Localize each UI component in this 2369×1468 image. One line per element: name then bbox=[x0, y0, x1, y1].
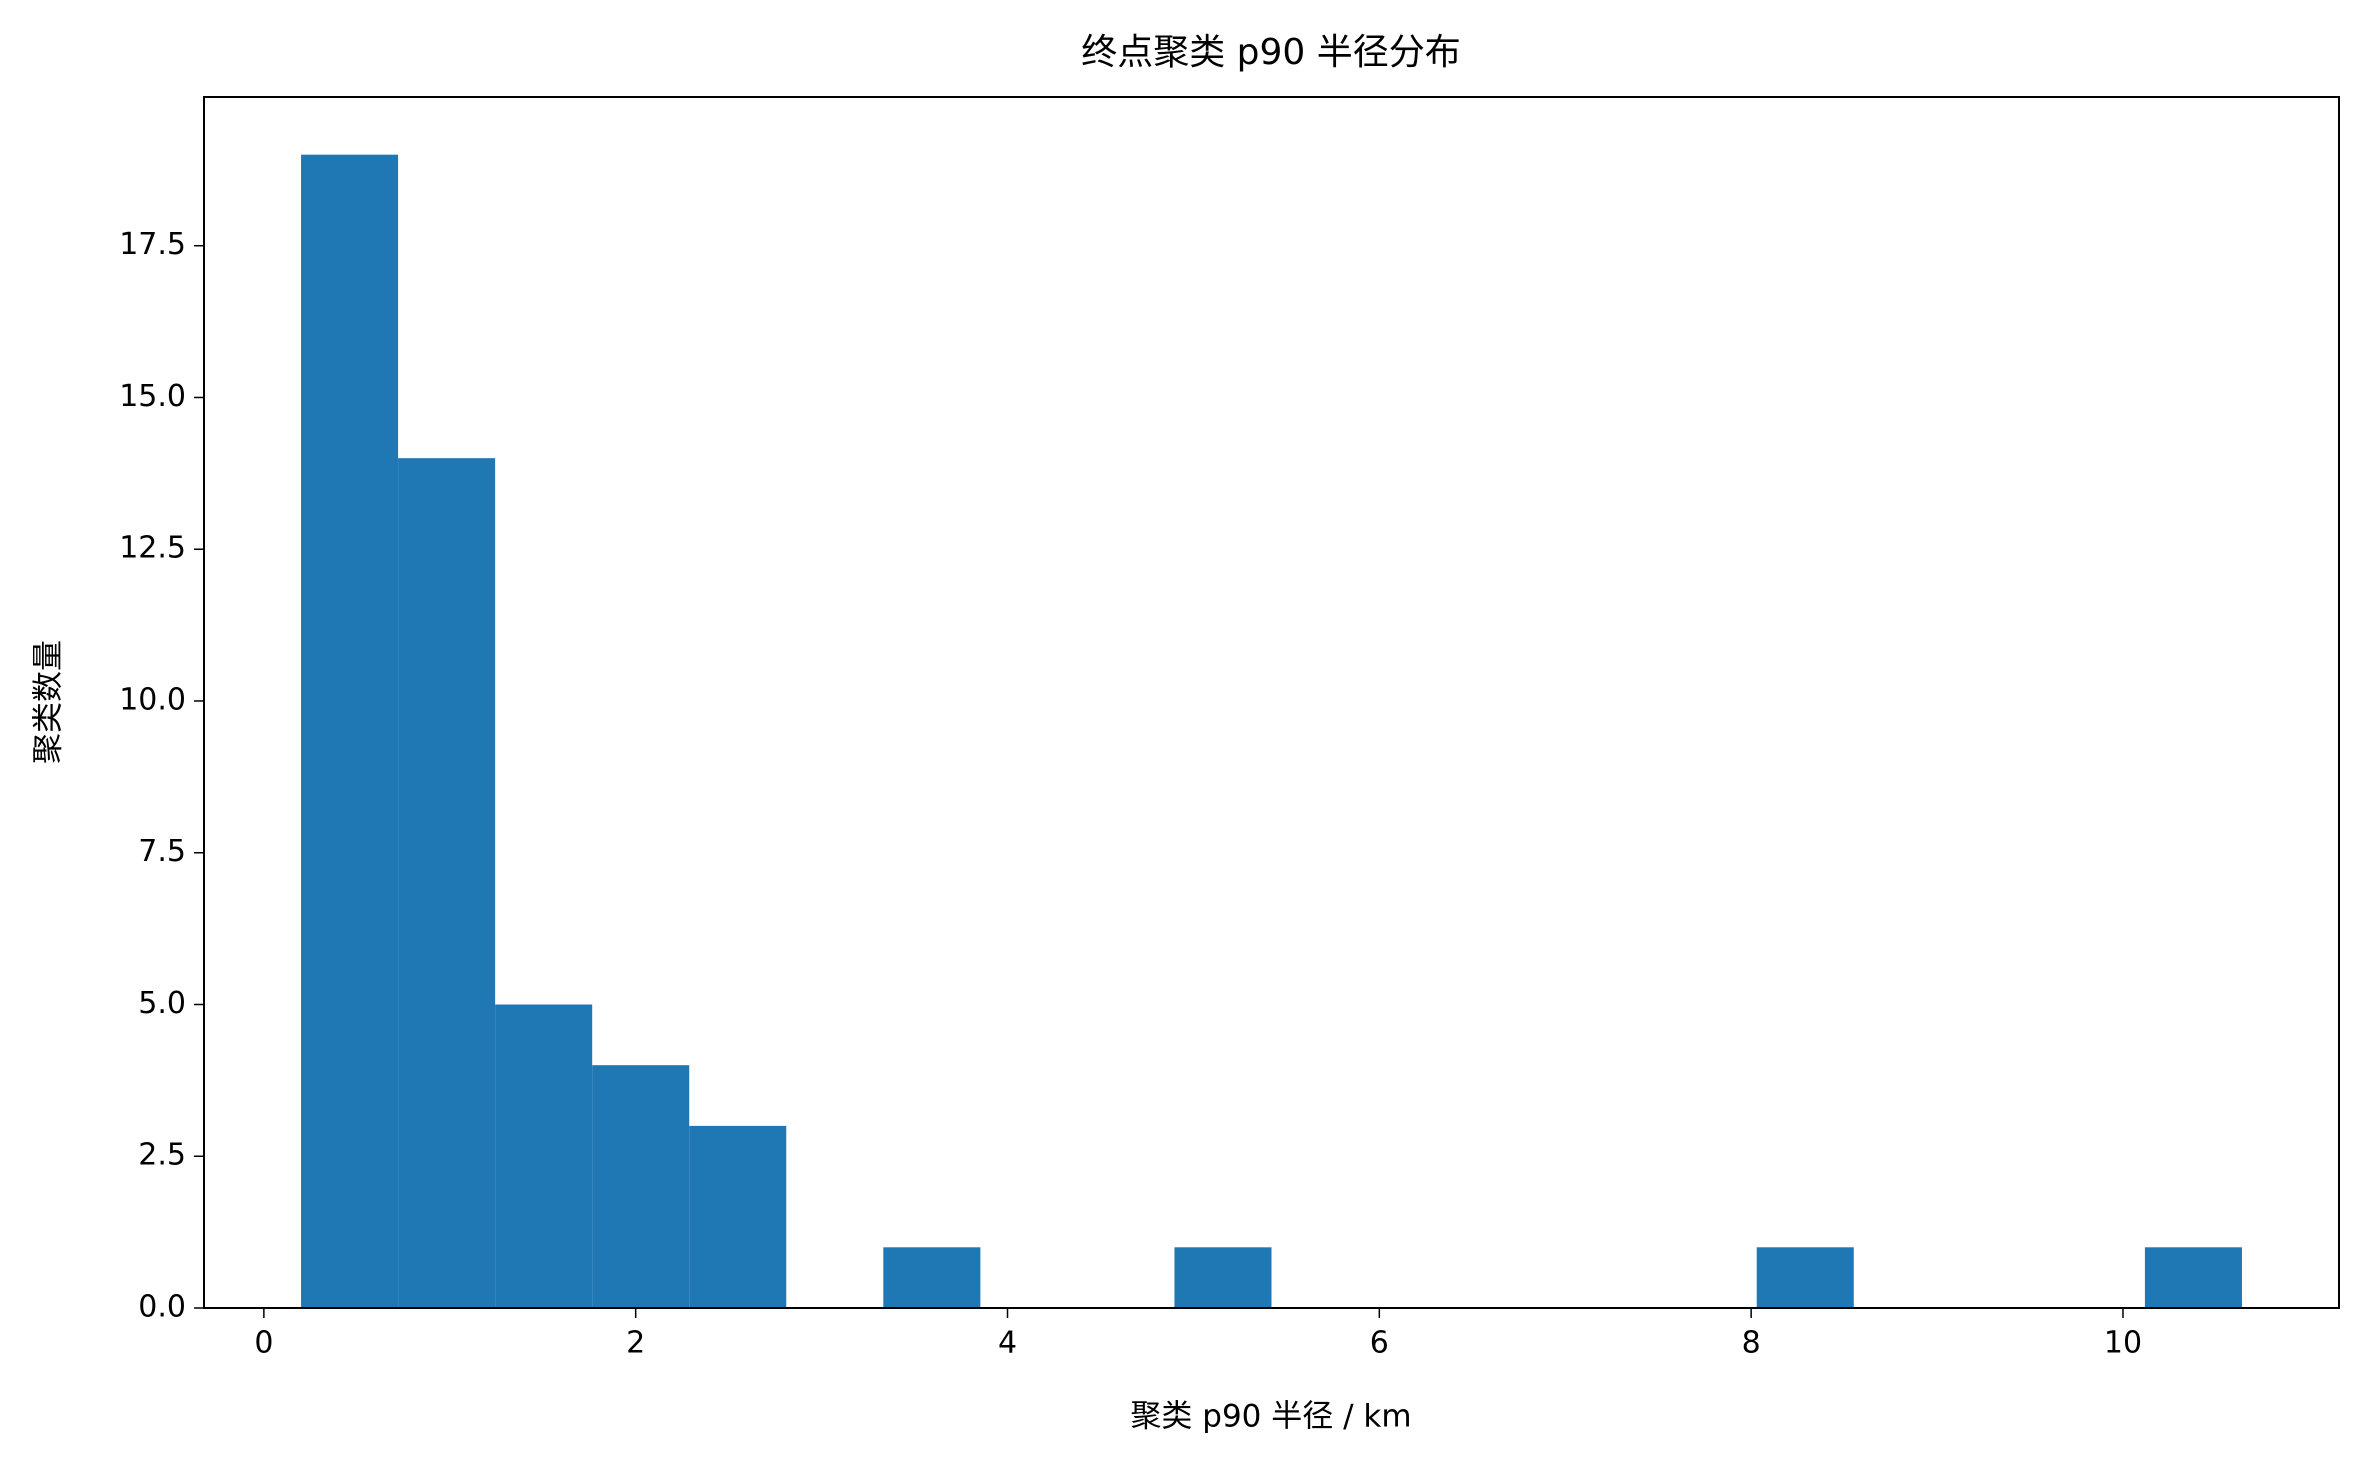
x-tick-label: 2 bbox=[626, 1326, 645, 1361]
plot-frame bbox=[203, 96, 2340, 1309]
y-axis-label: 聚类数量 bbox=[31, 640, 67, 764]
chart-title: 终点聚类 p90 半径分布 bbox=[1081, 32, 1461, 73]
bar bbox=[592, 1065, 690, 1308]
y-tick-label: 7.5 bbox=[138, 834, 186, 869]
bar bbox=[495, 1004, 593, 1308]
y-tick-label: 12.5 bbox=[119, 531, 186, 566]
y-tick-label: 10.0 bbox=[119, 682, 186, 717]
x-axis-label: 聚类 p90 半径 / km bbox=[1130, 1399, 1411, 1435]
x-tick-label: 6 bbox=[1370, 1326, 1389, 1361]
y-tick-label: 2.5 bbox=[138, 1138, 186, 1173]
x-tick-label: 10 bbox=[2104, 1326, 2142, 1361]
x-tick-label: 8 bbox=[1742, 1326, 1761, 1361]
y-tick-label: 17.5 bbox=[119, 227, 186, 262]
bar bbox=[1756, 1247, 1854, 1308]
bar bbox=[1174, 1247, 1272, 1308]
x-tick-label: 4 bbox=[998, 1326, 1017, 1361]
y-tick-label: 15.0 bbox=[119, 379, 186, 414]
bar bbox=[689, 1125, 787, 1308]
y-tick-label: 5.0 bbox=[138, 986, 186, 1021]
bar bbox=[301, 154, 399, 1309]
bar bbox=[883, 1247, 981, 1308]
bar bbox=[2144, 1247, 2242, 1308]
x-tick-label: 0 bbox=[254, 1326, 273, 1361]
y-tick-label: 0.0 bbox=[138, 1290, 186, 1325]
bar bbox=[398, 458, 496, 1309]
